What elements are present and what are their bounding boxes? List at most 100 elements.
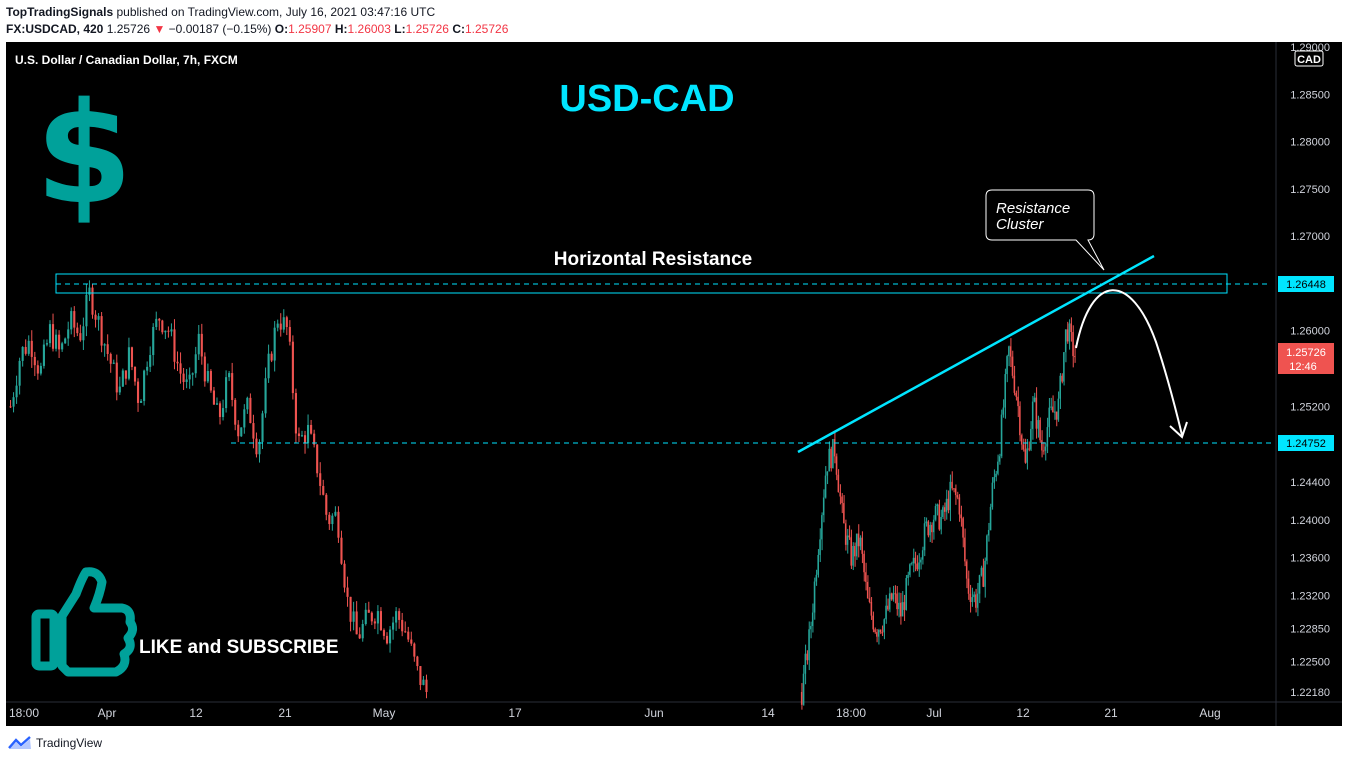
candle-down (874, 629, 876, 633)
candle-down (1039, 420, 1041, 441)
candle-down (133, 366, 137, 382)
candle-down (951, 481, 953, 489)
resistance-price-label: 1.26448 (1286, 279, 1326, 291)
candle-down (1013, 375, 1016, 393)
candle-down (887, 605, 889, 610)
candle-down (252, 423, 255, 439)
candle-down (313, 433, 316, 445)
candle-up (1046, 427, 1049, 447)
candle-down (1024, 449, 1027, 463)
candle-down (947, 498, 950, 511)
candle-down (322, 485, 325, 495)
candle-up (929, 524, 931, 536)
horizontal-resistance-label: Horizontal Resistance (554, 249, 753, 270)
x-tick-label: 21 (278, 706, 292, 720)
arrow-head-icon (1169, 421, 1188, 439)
candle-down (850, 537, 852, 566)
close-value: 1.25726 (464, 22, 509, 36)
x-tick-label: May (373, 706, 396, 720)
candle-up (920, 559, 922, 563)
countdown-label: 12:46 (1289, 361, 1317, 373)
candle-down (358, 634, 361, 639)
x-tick-label: 17 (508, 706, 522, 720)
candle-down (303, 435, 307, 444)
candle-up (143, 370, 146, 401)
candle-down (255, 438, 258, 455)
candle-down (958, 497, 961, 515)
candle-up (907, 574, 909, 579)
currency-badge[interactable] (1294, 50, 1324, 67)
candle-up (905, 578, 907, 610)
candle-down (316, 444, 319, 474)
candle-down (1035, 397, 1038, 429)
candle-down (24, 346, 27, 354)
candle-up (892, 593, 895, 600)
candle-up (422, 679, 425, 685)
candle-down (410, 639, 413, 644)
candle-down (343, 563, 346, 588)
candle-down (328, 514, 331, 525)
chart-title: USD-CAD (559, 78, 734, 120)
candle-down (1070, 323, 1072, 333)
candle-down (100, 316, 103, 346)
candle-down (899, 602, 902, 617)
candle-down (865, 572, 867, 582)
x-tick-label: Jun (644, 706, 663, 720)
candle-down (288, 327, 291, 342)
candle-up (1064, 329, 1067, 353)
candle-down (1061, 375, 1063, 382)
candle-up (264, 378, 267, 414)
candle-up (376, 611, 379, 624)
candle-up (64, 338, 67, 344)
candle-up (815, 574, 818, 582)
candle-up (855, 533, 858, 557)
candle-up (824, 475, 827, 498)
like-subscribe-label: LIKE and SUBSCRIBE (139, 637, 339, 658)
candle-down (1009, 346, 1012, 357)
chart-area[interactable]: 1.290001.285001.280001.275001.270001.265… (6, 42, 1342, 726)
candle-down (200, 333, 203, 357)
author-name[interactable]: TopTradingSignals (6, 5, 114, 19)
candle-down (1072, 332, 1074, 357)
price-chart[interactable]: 1.290001.285001.280001.275001.270001.265… (6, 42, 1342, 726)
candle-up (388, 629, 392, 644)
candle-down (916, 563, 918, 570)
candle-up (1037, 420, 1039, 429)
candle-down (863, 553, 865, 573)
candle-up (155, 318, 158, 327)
candle-up (828, 448, 830, 472)
candle-up (240, 427, 243, 437)
tradingview-logo-icon[interactable] (8, 736, 32, 750)
candle-down (1022, 444, 1025, 450)
candle-down (346, 587, 349, 597)
candle-up (82, 326, 85, 341)
candle-up (912, 557, 915, 564)
candle-up (206, 371, 209, 382)
projection-arrow[interactable] (1075, 289, 1183, 436)
candle-down (36, 365, 39, 374)
candle-down (843, 503, 845, 524)
x-tick-label: 14 (761, 706, 775, 720)
rising-trendline[interactable] (797, 254, 1155, 454)
candle-up (1000, 414, 1003, 457)
candle-up (993, 477, 995, 483)
resistance-cluster-callout[interactable] (985, 189, 1105, 271)
candle-up (819, 539, 821, 555)
thumbs-up-icon (31, 567, 138, 677)
candle-up (987, 529, 990, 536)
candles-layer (9, 280, 1076, 710)
series-legend: U.S. Dollar / Canadian Dollar, 7h, FXCM (15, 53, 238, 67)
x-tick-label: 18:00 (9, 706, 39, 720)
candle-down (1015, 392, 1017, 397)
candle-down (1041, 440, 1043, 451)
tradingview-brand[interactable]: TradingView (36, 736, 103, 750)
candle-down (30, 340, 33, 357)
candle-up (978, 575, 981, 594)
candle-up (1006, 356, 1008, 375)
candle-up (228, 373, 231, 378)
candle-up (976, 593, 979, 608)
candle-down (1011, 356, 1014, 376)
candle-down (833, 439, 836, 457)
candle-down (1017, 396, 1019, 407)
candle-up (267, 353, 270, 379)
